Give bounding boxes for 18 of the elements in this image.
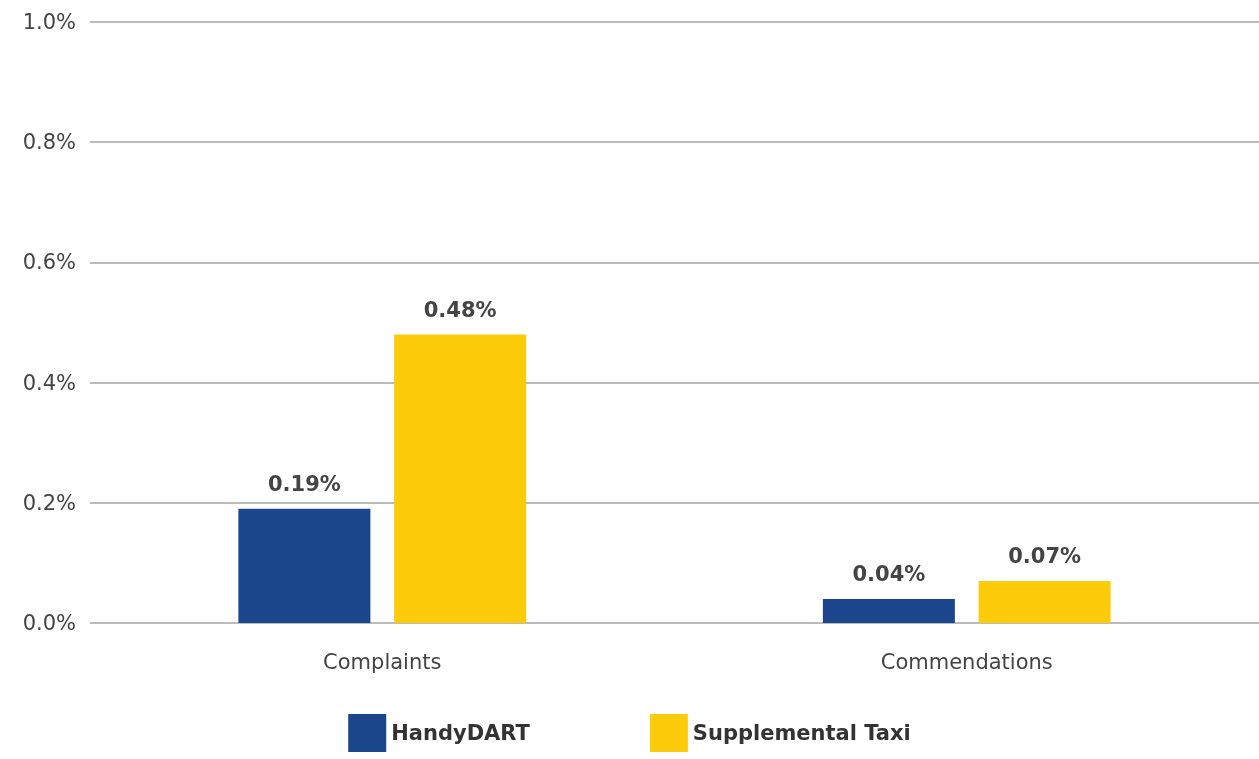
- bar: [822, 598, 955, 623]
- y-tick-label: 0.2%: [22, 490, 76, 515]
- y-tick-label: 1.0%: [22, 10, 76, 34]
- legend-label: Supplemental Taxi: [692, 721, 911, 745]
- x-tick-label: Commendations: [880, 649, 1053, 674]
- legend-label: HandyDART: [391, 721, 531, 745]
- data-label: 0.48%: [423, 298, 497, 323]
- data-label: 0.19%: [267, 472, 341, 497]
- data-label: 0.07%: [1008, 544, 1082, 569]
- data-label: 0.04%: [852, 562, 926, 587]
- bar: [238, 508, 371, 623]
- bar: [978, 580, 1111, 623]
- y-tick-label: 0.0%: [22, 611, 76, 635]
- y-tick-label: 0.6%: [22, 250, 76, 275]
- y-tick-label: 0.8%: [22, 130, 76, 155]
- y-tick-label: 0.4%: [22, 370, 76, 395]
- bar: [394, 334, 527, 623]
- x-tick-label: Complaints: [323, 649, 442, 674]
